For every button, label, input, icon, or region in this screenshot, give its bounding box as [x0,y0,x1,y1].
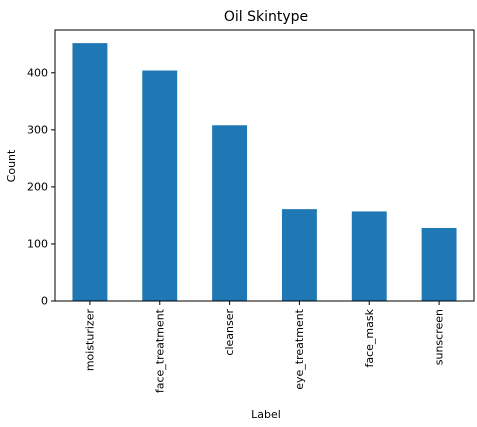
bar-face-mask [351,211,387,301]
y-tick-label: 100 [27,237,48,250]
x-tick-label: face_mask [363,308,376,367]
x-tick-label: sunscreen [433,309,446,365]
x-tick-label: face_treatment [153,308,166,393]
bar-moisturizer [72,43,108,302]
bar-cleanser [212,125,248,301]
y-tick-label: 400 [27,66,48,79]
x-axis: moisturizer face_treatment cleanser eye_tre… [83,301,446,393]
x-tick-label: cleanser [223,309,236,356]
y-axis-label: Count [5,149,18,182]
bars-group [72,43,457,302]
bar-eye-treatment [281,209,317,301]
x-axis-label: Label [251,408,281,421]
y-axis: 0 100 200 300 400 [27,66,55,308]
x-tick-label: moisturizer [83,309,96,372]
y-tick-label: 300 [27,123,48,136]
y-tick-label: 0 [41,295,48,308]
bar-face-treatment [142,70,178,301]
bar-sunscreen [421,227,457,301]
plot-frame [54,29,475,302]
y-tick-label: 200 [27,180,48,193]
x-tick-label: eye_treatment [293,308,306,389]
chart-title: Oil Skintype [224,9,308,25]
